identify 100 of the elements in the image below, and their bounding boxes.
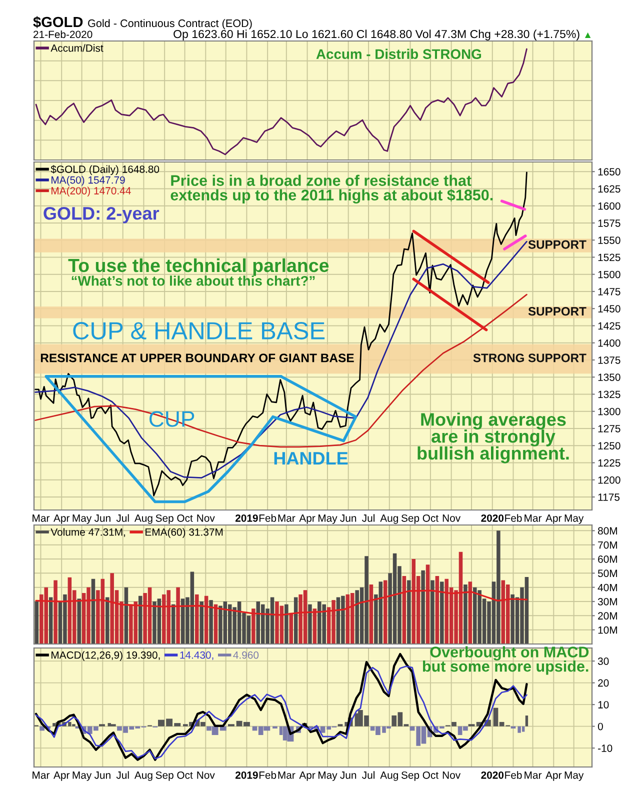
x-tick-label: Mar	[524, 772, 542, 779]
x-tick-label: Oct	[177, 771, 193, 779]
text: Op 1623.60 Hi 1652.10 Lo 1621.60 Cl 1648.80 Vol 47.3M Chg +28.30 (+1.75%)	[174, 30, 580, 40]
x-tick-label: Jun	[340, 772, 356, 779]
x-tick-label: Apr	[54, 514, 70, 524]
chart-title: $GOLD	[33, 16, 83, 28]
y-tick-label: 20	[598, 679, 609, 687]
x-tick-label: Apr	[54, 772, 70, 781]
y-tick-label: 1375	[598, 356, 620, 364]
y-tick-label: 1325	[598, 390, 620, 398]
y-tick-label: 1200	[598, 476, 620, 484]
y-tick-label: 1600	[598, 202, 620, 210]
legend-label: MA(200) 1470.44	[52, 186, 131, 196]
chart-subtitle: Gold - Continuous Contract (EOD)	[88, 19, 252, 30]
x-tick-label: Nov	[442, 514, 461, 522]
text: 21-Feb-2020	[34, 30, 92, 38]
x-tick-label: Feb	[505, 771, 522, 779]
x-tick-label: Jun	[94, 514, 110, 522]
annotation: CUP & HANDLE BASE	[73, 322, 325, 340]
x-tick-label: Jun	[340, 514, 356, 522]
x-tick-label: Jul	[362, 514, 374, 522]
annotation: Price is in a broad zone of resistance that extends up to the 2011 highs at about $1850.	[170, 174, 493, 204]
y-tick-label: 1350	[598, 374, 620, 381]
x-tick-label: 2019	[235, 771, 258, 779]
x-tick-label: Aug	[134, 514, 152, 524]
annotation: Accum - Distrib STRONG	[316, 48, 482, 60]
y-tick-label: 1450	[598, 305, 620, 312]
annotation: Moving averages are in strongly bullish alignment.	[418, 412, 569, 464]
band-label: SUPPORT	[528, 240, 586, 249]
y-tick-label: 1525	[598, 254, 620, 262]
x-tick-label: Nov	[197, 772, 215, 779]
y-tick-label: -10	[598, 744, 612, 752]
y-tick-label: 1475	[598, 288, 620, 296]
y-tick-label: 1225	[598, 459, 620, 467]
x-tick-label: May	[72, 772, 92, 781]
x-tick-label: Aug	[380, 514, 398, 524]
y-tick-label: 1500	[598, 270, 620, 278]
legend-label: Volume 47.31M,	[50, 528, 126, 538]
y-tick-label: 40M	[598, 584, 617, 592]
y-tick-label: 10M	[598, 626, 617, 634]
x-tick-label: Jul	[116, 514, 129, 522]
band-label: SUPPORT	[528, 307, 586, 316]
y-tick-label: 1650	[598, 168, 620, 176]
x-tick-label: May	[564, 514, 584, 524]
x-tick-label: May	[318, 514, 338, 524]
y-tick-label: 0	[598, 722, 603, 730]
annotation: “What’s not to like about this chart?”	[72, 276, 315, 286]
y-tick-label: 20M	[598, 612, 617, 620]
legend-label: 14.430,	[180, 651, 214, 660]
y-tick-label: 30M	[598, 598, 617, 606]
y-tick-label: 10	[598, 701, 609, 708]
x-tick-label: Feb	[505, 514, 522, 522]
x-tick-label: 2020	[481, 514, 504, 522]
y-tick-label: 1625	[598, 185, 620, 193]
legend-label: Accum/Dist	[50, 44, 104, 52]
y-tick-label: 80M	[598, 527, 617, 535]
annotation: RESISTANCE AT UPPER BOUNDARY OF GIANT BASE	[40, 354, 354, 362]
x-tick-label: Jul	[116, 771, 129, 779]
band-label: STRONG SUPPORT	[473, 354, 586, 362]
x-tick-label: May	[72, 514, 92, 524]
y-tick-label: 70M	[598, 541, 617, 549]
x-tick-label: Oct	[422, 771, 438, 779]
y-tick-label: 1250	[598, 442, 620, 450]
y-tick-label: 1575	[598, 220, 620, 227]
x-tick-label: 2019	[235, 514, 258, 522]
x-tick-label: Feb	[259, 771, 276, 779]
x-tick-label: Oct	[422, 514, 438, 522]
legend-label: EMA(60) 31.37M	[146, 528, 223, 538]
x-tick-label: Oct	[177, 514, 193, 522]
legend-label: MACD(12,26,9) 19.390,	[52, 651, 160, 661]
text: ▲	[584, 32, 591, 38]
y-tick-label: 1275	[598, 424, 620, 432]
y-tick-label: 50M	[598, 570, 617, 578]
annotation: Overbought on MACD but some more upside.	[422, 646, 589, 675]
x-tick-label: Sep	[401, 514, 420, 524]
annotation: HANDLE	[274, 452, 348, 465]
x-tick-label: Feb	[259, 514, 276, 522]
x-tick-label: May	[318, 772, 338, 781]
x-tick-label: Nov	[197, 514, 215, 522]
annotation: GOLD: 2-year	[44, 206, 160, 224]
y-tick-label: 30	[598, 658, 609, 665]
y-tick-label: 1300	[598, 408, 620, 416]
x-tick-label: Apr	[546, 772, 562, 781]
annotation: To use the technical parlance	[68, 258, 329, 276]
y-tick-label: 1175	[598, 494, 620, 501]
x-tick-label: Apr	[299, 514, 316, 524]
x-tick-label: Sep	[401, 771, 420, 781]
x-tick-label: Mar	[524, 514, 542, 522]
x-tick-label: Mar	[32, 514, 50, 522]
x-tick-label: Apr	[546, 514, 562, 524]
x-tick-label: Jun	[94, 772, 110, 779]
x-tick-label: Jul	[362, 771, 374, 779]
x-tick-label: May	[564, 772, 584, 781]
x-tick-label: Mar	[32, 772, 50, 779]
x-tick-label: Aug	[134, 772, 152, 781]
x-tick-label: Apr	[299, 772, 316, 781]
y-tick-label: 1425	[598, 322, 620, 330]
x-tick-label: Sep	[156, 771, 174, 781]
legend-label: $GOLD (Daily) 1648.80	[50, 165, 160, 175]
legend-label: 4.960	[233, 651, 259, 659]
